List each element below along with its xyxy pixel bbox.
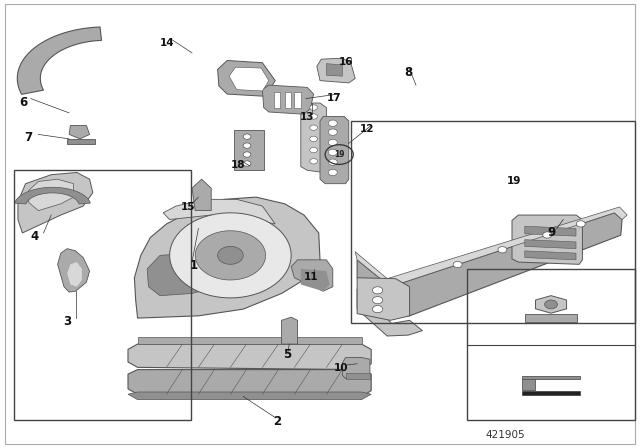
Circle shape [243,152,251,157]
Polygon shape [317,58,355,83]
Bar [467,269,635,420]
Circle shape [310,105,317,110]
Polygon shape [522,375,580,379]
Polygon shape [536,296,566,313]
Text: 18: 18 [230,160,245,170]
Circle shape [498,246,507,253]
Circle shape [453,262,462,268]
Polygon shape [357,278,410,320]
Polygon shape [355,207,627,287]
Text: 5: 5 [283,348,291,362]
Circle shape [310,125,317,130]
Circle shape [372,306,383,313]
Circle shape [543,232,552,238]
Polygon shape [301,103,326,172]
Text: 6: 6 [19,95,28,109]
Circle shape [243,134,251,139]
Circle shape [328,129,337,135]
Polygon shape [18,172,93,233]
Bar [274,92,280,108]
Circle shape [328,139,337,146]
Polygon shape [128,392,371,400]
Text: 19: 19 [507,177,521,186]
Polygon shape [342,358,370,379]
Circle shape [310,147,317,153]
Text: 4: 4 [31,230,39,243]
Text: 12: 12 [360,124,374,134]
Text: 14: 14 [160,38,175,47]
Polygon shape [15,187,90,204]
Polygon shape [147,253,218,296]
Polygon shape [525,226,576,236]
Polygon shape [326,64,342,76]
Circle shape [310,159,317,164]
Polygon shape [67,139,95,144]
Text: 17: 17 [326,93,341,103]
Circle shape [328,149,337,155]
Polygon shape [512,215,582,264]
Circle shape [372,297,383,304]
Circle shape [576,221,585,227]
Circle shape [243,161,251,166]
Polygon shape [262,85,314,114]
Text: 3: 3 [63,315,71,328]
Text: 7: 7 [24,131,33,145]
Text: 8: 8 [404,66,413,79]
Bar [525,314,577,323]
Polygon shape [58,249,90,292]
Circle shape [328,169,337,176]
Polygon shape [134,197,320,318]
Polygon shape [218,60,275,96]
Bar [351,121,635,323]
Polygon shape [522,379,535,390]
Bar [522,392,580,395]
Circle shape [243,143,251,148]
Polygon shape [67,262,82,287]
Polygon shape [301,269,330,291]
Polygon shape [291,260,333,291]
Polygon shape [128,370,371,396]
Polygon shape [346,373,370,379]
Text: 19: 19 [334,150,344,159]
Polygon shape [17,27,102,95]
Polygon shape [282,317,298,344]
Text: 11: 11 [304,272,319,282]
Text: 2: 2 [273,414,281,428]
Polygon shape [357,289,422,336]
Bar [294,92,301,108]
Circle shape [328,120,337,126]
Circle shape [545,300,557,309]
Polygon shape [320,116,349,184]
Polygon shape [192,179,211,211]
Text: 13: 13 [300,112,314,122]
Polygon shape [128,344,371,370]
Polygon shape [525,251,576,260]
Text: 1: 1 [189,258,198,272]
Polygon shape [357,213,622,316]
Polygon shape [229,67,269,91]
Polygon shape [29,179,74,211]
Text: 16: 16 [339,57,354,67]
Bar [234,130,264,170]
Bar [14,170,191,420]
Text: 421905: 421905 [486,431,525,440]
Text: 10: 10 [334,363,349,373]
Polygon shape [163,199,275,224]
Circle shape [328,159,337,165]
Polygon shape [170,213,291,298]
Text: 9: 9 [547,225,556,239]
Polygon shape [69,125,90,139]
Circle shape [310,136,317,142]
Polygon shape [218,246,243,264]
Bar [285,92,291,108]
Polygon shape [138,337,362,344]
Circle shape [372,287,383,294]
Polygon shape [195,231,266,280]
Polygon shape [525,240,576,249]
Circle shape [310,114,317,119]
Text: 15: 15 [180,202,195,212]
